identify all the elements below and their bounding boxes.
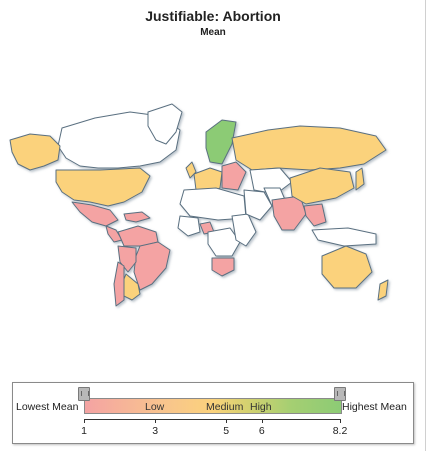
legend-tick-label: 1 [81,425,87,437]
region-indonesia[interactable] [311,227,377,247]
map-title: Justifiable: Abortion [145,8,281,24]
region-russia[interactable] [231,125,387,171]
region-eastern-europe[interactable] [221,161,247,191]
world-map [9,103,389,307]
region-greenland[interactable] [147,103,183,145]
region-usa[interactable] [55,167,151,207]
region-west-africa[interactable] [177,215,201,237]
map-subtitle: Mean [200,27,226,38]
legend-tick-label: 6 [258,425,265,437]
legend-gradient-bar [84,398,342,414]
legend-band-low: Low [145,401,165,413]
legend-tick [84,419,85,423]
legend-band-medium: Medium [206,401,244,413]
region-caribbean[interactable] [123,211,151,223]
legend-tick-label: 3 [152,425,159,437]
legend-tick [340,419,341,423]
legend-highest-label: Highest Mean [342,401,407,413]
region-alaska[interactable] [9,133,61,171]
region-kazakhstan[interactable] [249,167,293,195]
legend-tick [261,419,263,423]
range-max-handle[interactable] [334,387,346,401]
region-central-america[interactable] [105,225,123,243]
region-southeast-asia[interactable] [303,203,327,227]
region-scandinavia[interactable] [205,119,237,165]
region-new-zealand[interactable] [377,279,389,301]
region-china[interactable] [289,167,355,205]
region-chile[interactable] [113,261,125,307]
region-middle-east[interactable] [243,189,273,221]
region-brazil[interactable] [133,241,171,291]
legend-lowest-label: Lowest Mean [16,401,79,413]
legend-tick-axis [84,419,340,420]
region-japan[interactable] [355,167,365,191]
legend-tick [155,419,157,423]
legend-tick [226,419,228,423]
range-min-handle[interactable] [78,387,90,401]
region-east-africa[interactable] [231,213,257,247]
region-south-africa[interactable] [211,257,235,277]
region-australia[interactable] [321,245,373,289]
region-central-africa[interactable] [207,227,241,257]
region-peru[interactable] [117,245,137,273]
legend-band-high: High [250,401,272,413]
legend-tick-label: 8.2 [332,425,348,437]
legend-tick-label: 5 [223,425,230,437]
region-mexico[interactable] [71,201,119,227]
